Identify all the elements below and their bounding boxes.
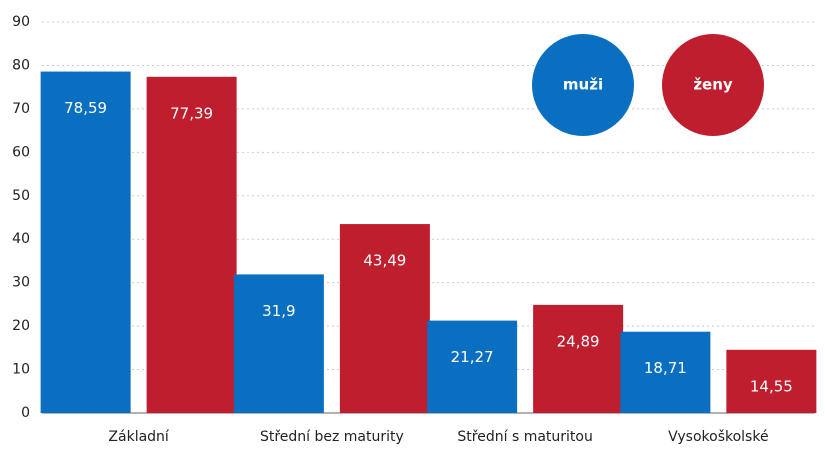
y-tick-label: 70 [12,101,30,117]
y-tick-label: 40 [12,231,30,247]
y-tick-label: 60 [12,144,30,160]
value-label: 78,59 [64,99,107,117]
y-tick-label: 50 [12,188,30,204]
y-tick-label: 10 [12,362,30,378]
y-tick-label: 90 [12,14,30,30]
legend-label: muži [563,76,603,94]
value-label: 24,89 [557,332,600,350]
x-tick-label: Základní [108,429,170,445]
value-label: 14,55 [750,377,793,395]
x-tick-label: Střední s maturitou [457,429,592,445]
x-tick-label: Vysokoškolské [668,429,768,445]
x-tick-label: Střední bez maturity [260,429,404,445]
value-label: 21,27 [451,348,494,366]
bar [339,224,430,413]
y-tick-label: 0 [21,405,30,421]
bar [427,320,518,413]
bar [726,349,817,413]
legend-swatch [532,34,634,136]
y-tick-label: 30 [12,275,30,291]
value-label: 18,71 [644,359,687,377]
value-label: 77,39 [170,104,213,122]
legend-swatch [662,34,764,136]
bar [533,304,624,413]
legend-label: ženy [693,76,733,94]
y-tick-label: 80 [12,57,30,73]
value-label: 31,9 [262,302,295,320]
bar [620,331,711,413]
y-tick-label: 20 [12,318,30,334]
bar [146,76,237,413]
value-label: 43,49 [363,252,406,270]
bar [233,274,324,413]
bar [40,71,131,413]
